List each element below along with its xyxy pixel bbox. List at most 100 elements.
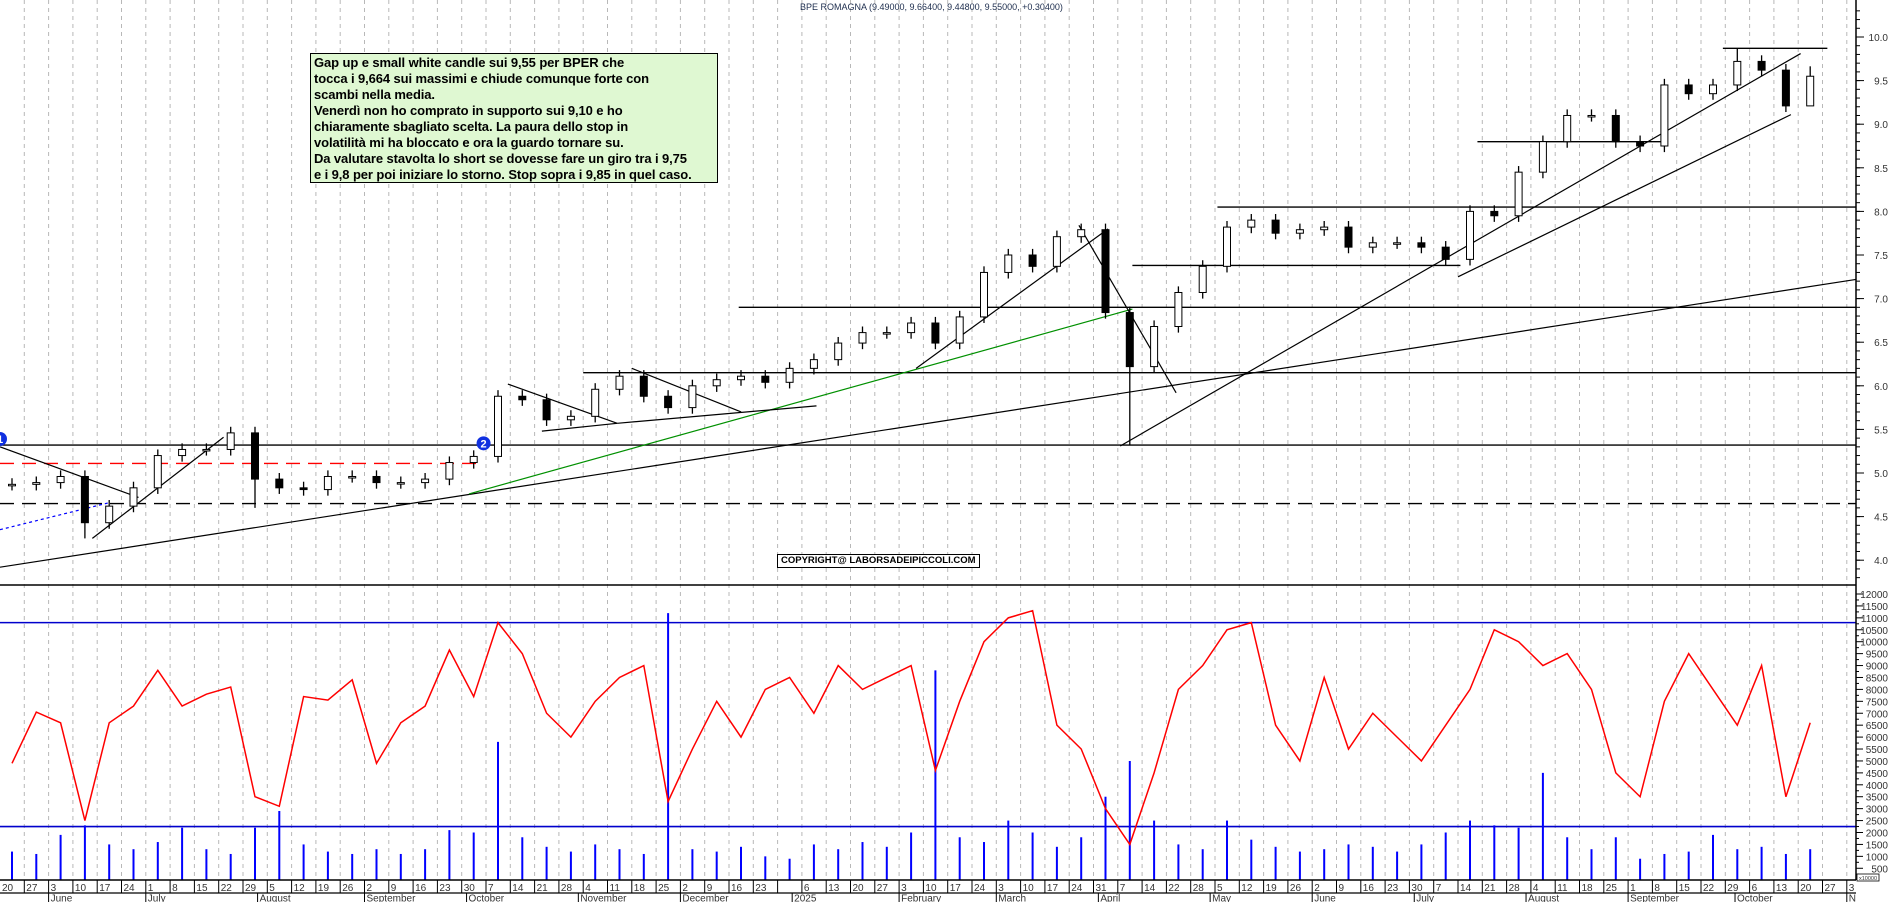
volume-tick-label: 3000 [1866,805,1889,816]
trendline [507,383,618,424]
week-label: 15 [1679,883,1691,894]
week-label: 10 [925,883,937,894]
week-label: 26 [342,883,354,894]
trendline [915,228,1109,369]
week-label: 28 [1509,883,1521,894]
week-label: 5 [269,883,275,894]
candle-up [809,359,818,369]
week-label: 30 [1411,883,1423,894]
week-label: 7 [1436,883,1442,894]
candle-down [639,375,648,397]
week-label: 17 [99,883,111,894]
month-label: August [260,894,291,902]
volume-tick-label: 8500 [1866,673,1889,684]
trendline [1078,225,1177,394]
week-label: 26 [1290,883,1302,894]
trendline [631,367,742,413]
volume-tick-label: 7000 [1866,709,1889,720]
price-tick-label: 4.0 [1874,556,1888,567]
unit-box [1856,873,1880,882]
month-label: June [51,894,73,902]
candle-up [615,375,624,390]
week-label: 16 [731,883,743,894]
week-label: 2 [367,883,373,894]
candle-up [323,475,332,491]
candle-up [737,375,745,381]
month-label: July [148,894,166,902]
week-label: 23 [1387,883,1399,894]
note-line: Da valutare stavolta lo short se dovesse… [314,151,687,166]
candle-up [1806,75,1815,107]
candle-up [1393,242,1402,245]
week-label: 6 [804,883,810,894]
month-label: October [1737,894,1773,902]
week-label: 27 [877,883,889,894]
week-label: 21 [537,883,549,894]
candle-up [1733,60,1742,86]
volume-tick-label: 2500 [1866,817,1889,828]
volume-tick-label: 10500 [1860,626,1888,637]
candle-up [105,505,114,524]
candle-up [445,462,454,480]
price-tick-label: 7.0 [1874,295,1888,306]
week-label: 18 [634,883,646,894]
volume-tick-label: 9500 [1866,650,1889,661]
signal-markers: 12 [0,431,491,451]
week-label: 6 [1752,883,1758,894]
week-label: 11 [1557,883,1568,894]
signal-marker: 2 [476,436,491,451]
price-tick-label: 7.5 [1874,251,1888,262]
marker-circle [0,431,7,446]
week-label: 24 [974,883,986,894]
candle-up [469,455,478,464]
week-label: 15 [196,883,208,894]
note-line: Gap up e small white candle sui 9,55 per… [314,55,625,70]
candle-down [1344,226,1353,248]
week-label: 3 [51,883,57,894]
volume-tick-label: 3500 [1866,793,1889,804]
candle-down [1636,141,1645,147]
week-label: 22 [1703,883,1715,894]
week-label: 16 [1363,883,1375,894]
candle-down [1028,254,1037,267]
month-label: October [469,894,505,902]
week-label: 12 [1241,883,1253,894]
week-label: 29 [1727,883,1739,894]
week-label: 12 [294,883,306,894]
candle-down [1441,246,1450,260]
week-label: 13 [828,883,840,894]
week-label: 5 [1217,883,1223,894]
volume-bars [0,613,1856,880]
candle-up [1052,236,1061,267]
week-label: 7 [488,883,494,894]
note-line: volatilità mi ha bloccato e ora la guard… [314,135,624,150]
week-label: 7 [1120,883,1126,894]
candle-up [178,448,187,457]
candle-down [1417,242,1426,248]
week-label: 14 [1460,883,1472,894]
candle-down [1684,84,1693,95]
candle-up [129,487,138,507]
week-label: 4 [1533,883,1539,894]
month-label: February [901,894,941,902]
price-tick-label: 8.5 [1874,164,1888,175]
candle-up [712,379,721,387]
month-label: July [1416,894,1434,902]
month-label: September [367,894,417,902]
note-line: chiaramente sbagliato scelta. La paura d… [314,119,629,134]
week-label: 13 [1776,883,1788,894]
price-tick-label: 6.0 [1874,382,1888,393]
trendlines [0,53,1857,568]
candle-down [1125,312,1134,368]
week-label: 19 [1266,883,1278,894]
signal-marker: 1 [0,431,7,446]
week-label: 2 [682,883,688,894]
candle-up [1320,226,1329,231]
price-tick-label: 8.0 [1874,207,1888,218]
week-label: 20 [1800,883,1812,894]
week-label: 10 [1023,883,1035,894]
candle-down [372,475,381,484]
week-label: 28 [1193,883,1205,894]
price-tick-label: 4.5 [1874,513,1888,524]
week-label: 11 [610,883,621,894]
